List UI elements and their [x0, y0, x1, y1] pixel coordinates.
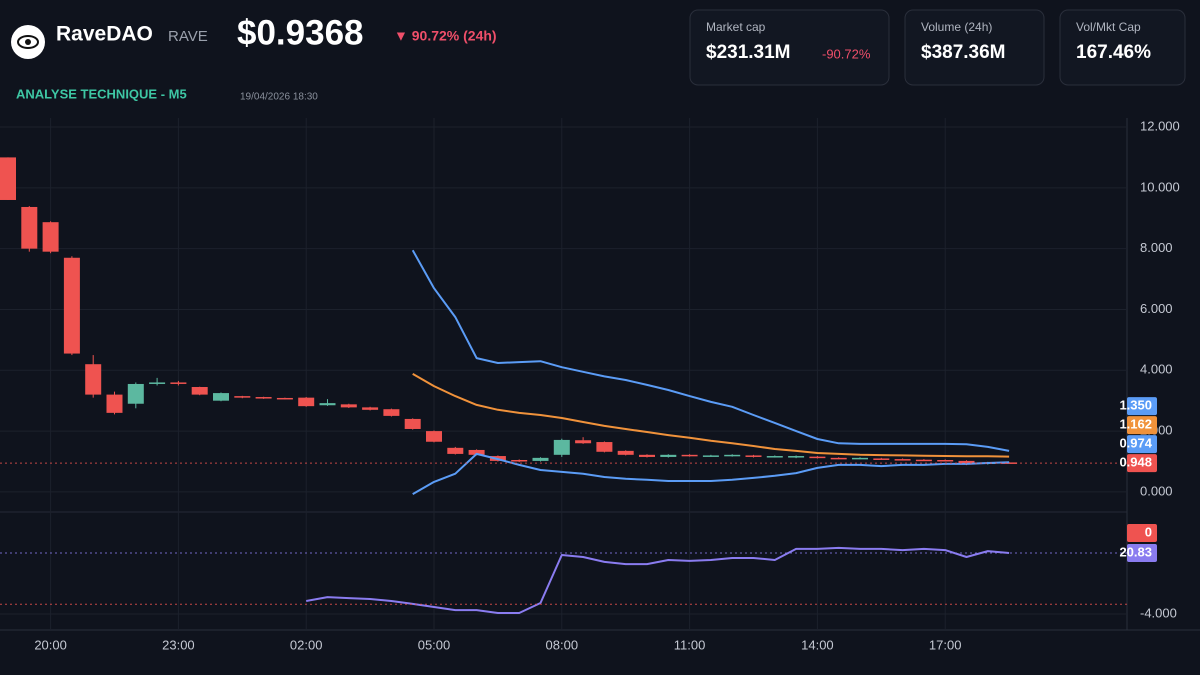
candle-body	[426, 431, 442, 442]
price-badge	[1127, 397, 1157, 416]
stat-value: 167.46%	[1076, 42, 1151, 63]
indicator-line	[412, 452, 1010, 495]
candle-body	[85, 364, 102, 395]
stat-change: -90.72%	[822, 46, 871, 61]
y-tick-label: 4.000	[1140, 362, 1173, 377]
candle-body	[213, 393, 229, 401]
candle-body	[191, 387, 208, 395]
candle-body	[724, 454, 741, 457]
candle-body	[255, 397, 272, 399]
candle-body	[745, 455, 762, 457]
candle-body	[234, 396, 251, 398]
candle-body	[681, 454, 698, 457]
x-tick-label: 11:00	[674, 637, 706, 652]
logo-pupil	[25, 39, 31, 45]
candle-body	[511, 459, 528, 462]
candle-body	[830, 457, 847, 460]
price-badge-label: 0.948	[1119, 455, 1152, 470]
x-tick-label: 02:00	[290, 637, 323, 652]
x-tick-label: 17:00	[929, 637, 962, 652]
candle-body	[553, 439, 570, 455]
coin-name: RaveDAO	[56, 23, 153, 46]
candle-body	[106, 394, 123, 413]
stat-value: $231.31M	[706, 42, 791, 63]
price-badge-label: 1.162	[1119, 417, 1152, 432]
y-tick-label: 0.000	[1140, 483, 1173, 498]
candle-body	[532, 457, 549, 461]
price-badge	[1127, 435, 1157, 454]
y2-tick-label: -4.000	[1140, 605, 1177, 620]
candle-body	[298, 397, 315, 407]
price-badge	[1127, 454, 1157, 473]
candle-body	[596, 442, 613, 452]
candle-body	[447, 447, 464, 454]
price-badge-label: 1.350	[1119, 398, 1152, 413]
candle-body	[575, 440, 592, 444]
candle-body	[788, 456, 805, 458]
price-badge	[1127, 416, 1157, 435]
price-badge	[1127, 544, 1157, 563]
candle-body	[149, 382, 166, 384]
candle-body	[319, 403, 336, 406]
candle-body	[809, 456, 826, 459]
candle-body	[639, 454, 655, 457]
x-tick-label: 20:00	[34, 637, 67, 652]
stat-card	[689, 9, 890, 86]
stat-label: Vol/Mkt Cap	[1076, 20, 1141, 34]
candle-body	[766, 456, 783, 458]
candle-body	[340, 404, 357, 408]
price-badge-label: 0.974	[1119, 436, 1152, 451]
ticker: RAVE	[168, 28, 208, 45]
candle-body	[404, 418, 421, 429]
stat-card	[1059, 9, 1186, 86]
timestamp: 19/04/2026 18:30	[240, 92, 318, 103]
candle-body	[276, 397, 293, 400]
stat-card	[904, 9, 1045, 86]
header: RaveDAO RAVE $0.9368 ▼ 90.72% (24h) ANAL…	[11, 13, 497, 103]
candle-body	[383, 409, 400, 416]
y-tick-label: 6.000	[1140, 301, 1173, 316]
candle-body	[894, 459, 911, 461]
indicator-line	[411, 249, 1010, 452]
price-badge-label: 20.83	[1119, 544, 1152, 559]
candle-body	[660, 454, 677, 457]
logo-eye	[17, 35, 39, 49]
candle-body	[362, 407, 379, 410]
stat-label: Market cap	[706, 20, 766, 34]
indicator-line	[412, 373, 1010, 458]
candle-body	[873, 458, 890, 460]
stat-value: $387.36M	[921, 42, 1006, 63]
stats: Market cap $231.31M -90.72% Volume (24h)…	[689, 9, 1186, 86]
candle-body	[915, 459, 932, 462]
candle-body	[937, 459, 954, 462]
candle-body	[170, 382, 187, 384]
y-tick-label: 12.000	[1140, 118, 1180, 133]
x-tick-label: 05:00	[418, 637, 451, 652]
price-badge-label: 0	[1145, 524, 1152, 539]
y-tick-label: 8.000	[1140, 240, 1173, 255]
price: $0.9368	[237, 13, 364, 52]
candle-body	[127, 383, 144, 404]
price-badge	[1127, 524, 1157, 543]
candle-body	[21, 206, 38, 249]
candle-body	[0, 157, 16, 200]
candle-body	[468, 449, 485, 455]
y-tick-label: 10.000	[1140, 179, 1180, 194]
stat-label: Volume (24h)	[921, 20, 992, 34]
candle-body	[852, 457, 868, 460]
x-tick-label: 23:00	[162, 637, 195, 652]
x-tick-label: 08:00	[546, 637, 579, 652]
section-title: ANALYSE TECHNIQUE - M5	[16, 86, 187, 101]
x-tick-label: 14:00	[801, 637, 834, 652]
candle-body	[63, 257, 80, 354]
candle-body	[42, 222, 59, 252]
candle-body	[617, 450, 634, 455]
candle-body	[702, 455, 719, 457]
price-change: ▼ 90.72% (24h)	[394, 28, 497, 44]
indicator-line	[306, 546, 1010, 614]
